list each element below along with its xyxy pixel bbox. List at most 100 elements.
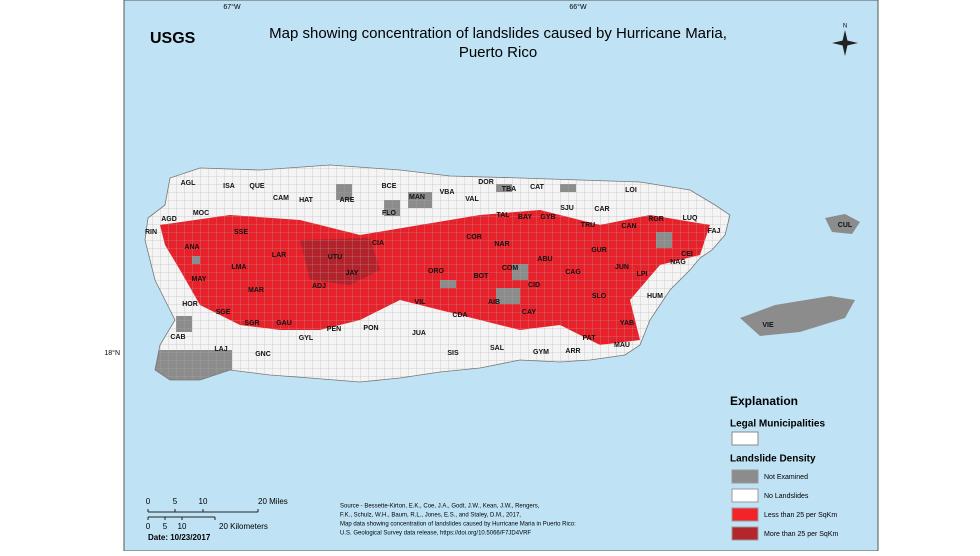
municipality-label: CAY (522, 309, 536, 316)
municipality-label: CDA (452, 312, 467, 319)
municipality-label: GYB (540, 214, 555, 221)
municipality-label: AGD (161, 216, 177, 223)
municipality-label: LUQ (683, 215, 698, 222)
municipality-label: GNC (255, 351, 271, 358)
credit-line: F.K., Schulz, W.H., Baum, R.L., Jones, E… (340, 513, 521, 519)
municipality-label: JUA (412, 330, 426, 337)
municipality-label: ISA (223, 183, 235, 190)
municipality-label: CUL (838, 222, 853, 229)
municipality-label: TRU (581, 222, 595, 229)
municipality-label: JUN (615, 264, 629, 271)
municipality-label: NAR (494, 241, 509, 248)
legend-swatch (731, 431, 759, 446)
municipality-label: MAN (409, 194, 425, 201)
scale-label: 20 Kilometers (219, 522, 268, 531)
municipality-label: HAT (299, 197, 314, 204)
municipality-label: TBA (502, 186, 516, 193)
municipality-label: ORO (428, 268, 445, 275)
legend-swatch (731, 526, 759, 541)
municipality-label: SGR (244, 320, 259, 327)
municipality-label: UTU (328, 254, 342, 261)
municipality-label: PAT (583, 335, 597, 342)
municipality-label: CID (528, 282, 540, 289)
municipality-label: TAL (496, 212, 510, 219)
municipality-label: PON (363, 325, 378, 332)
scale-label: 10 (199, 497, 208, 506)
municipality-label: CAN (621, 223, 636, 230)
municipality-label: CAM (273, 195, 289, 202)
municipality-label: ADJ (312, 283, 326, 290)
legend-swatch (731, 488, 759, 503)
municipality-label: LOI (625, 187, 637, 194)
municipality-label: CIA (372, 240, 384, 247)
municipality-label: JAY (346, 270, 359, 277)
date: Date: 10/23/2017 (148, 533, 211, 542)
municipality-label: LAJ (214, 346, 227, 353)
municipality-label: LAR (272, 252, 286, 259)
municipality-label: YAB (620, 320, 634, 327)
legend-swatch (731, 469, 759, 484)
scale-label: 0 (146, 497, 151, 506)
scale-label: 5 (163, 522, 168, 531)
legend-label: No Landslides (764, 493, 809, 500)
scale-label: 10 (178, 522, 187, 531)
municipality-label: MAU (614, 342, 630, 349)
credit-line: Map data showing concentration of landsl… (340, 522, 576, 528)
island (145, 165, 730, 382)
municipality-label: SSE (234, 229, 248, 236)
legend-label: Not Examined (764, 474, 808, 481)
municipality-label: VBA (440, 189, 455, 196)
municipality-label: CAG (565, 269, 581, 276)
scale-label: 20 Miles (258, 497, 288, 506)
municipality-label: BAY (518, 214, 532, 221)
municipality-label: CAR (594, 206, 609, 213)
culebra (825, 214, 860, 234)
municipality-label: HOR (182, 301, 198, 308)
municipality-label: COM (502, 265, 519, 272)
municipality-label: ARE (340, 197, 355, 204)
municipality-label: MAY (192, 276, 207, 283)
municipality-label: AGL (181, 180, 197, 187)
municipality-label: FLO (382, 210, 397, 217)
municipality-label: CEI (681, 251, 693, 258)
municipality-label: FAJ (708, 228, 721, 235)
municipality-label: NAG (670, 259, 686, 266)
municipality-label: DOR (478, 179, 494, 186)
municipality-label: VIE (762, 322, 774, 329)
municipality-label: CAT (530, 184, 545, 191)
graticule-label: 66°W (569, 3, 587, 11)
municipality-label: GAU (276, 320, 292, 327)
municipality-label: CAB (170, 334, 185, 341)
municipality-label: SGE (216, 309, 231, 316)
logo: USGS (150, 30, 196, 47)
municipality-label: ANA (184, 244, 199, 251)
vieques (740, 296, 855, 336)
scale-label: 5 (173, 497, 178, 506)
municipality-label: SJU (560, 205, 574, 212)
municipality-label: SLO (592, 293, 607, 300)
municipality-label: PEN (327, 326, 341, 333)
municipality-label: ABU (537, 256, 552, 263)
municipality-label: BCE (382, 183, 397, 190)
municipality-label: HUM (647, 293, 663, 300)
legend-section: Landslide Density (730, 454, 816, 465)
municipality-label: COR (466, 234, 482, 241)
municipality-label: GYM (533, 349, 549, 356)
municipality-label: MOC (193, 210, 209, 217)
graticule-label: 67°W (223, 3, 241, 11)
legend-label: Less than 25 per SqKm (764, 512, 837, 519)
legend-label: More than 25 per SqKm (764, 531, 838, 538)
municipality-label: SIS (447, 350, 459, 357)
municipality-label: GYL (299, 335, 314, 342)
scale-label: 0 (146, 522, 151, 531)
legend-title: Explanation (730, 394, 798, 408)
legend-swatch (731, 507, 759, 522)
municipality-label: ARR (565, 348, 580, 355)
municipality-label: RGR (648, 216, 664, 223)
municipality-label: RIN (145, 229, 157, 236)
municipality-label: GUR (591, 247, 607, 254)
municipality-label: AIB (488, 299, 500, 306)
municipality-label: LMA (231, 264, 246, 271)
municipality-label: SAL (490, 345, 505, 352)
